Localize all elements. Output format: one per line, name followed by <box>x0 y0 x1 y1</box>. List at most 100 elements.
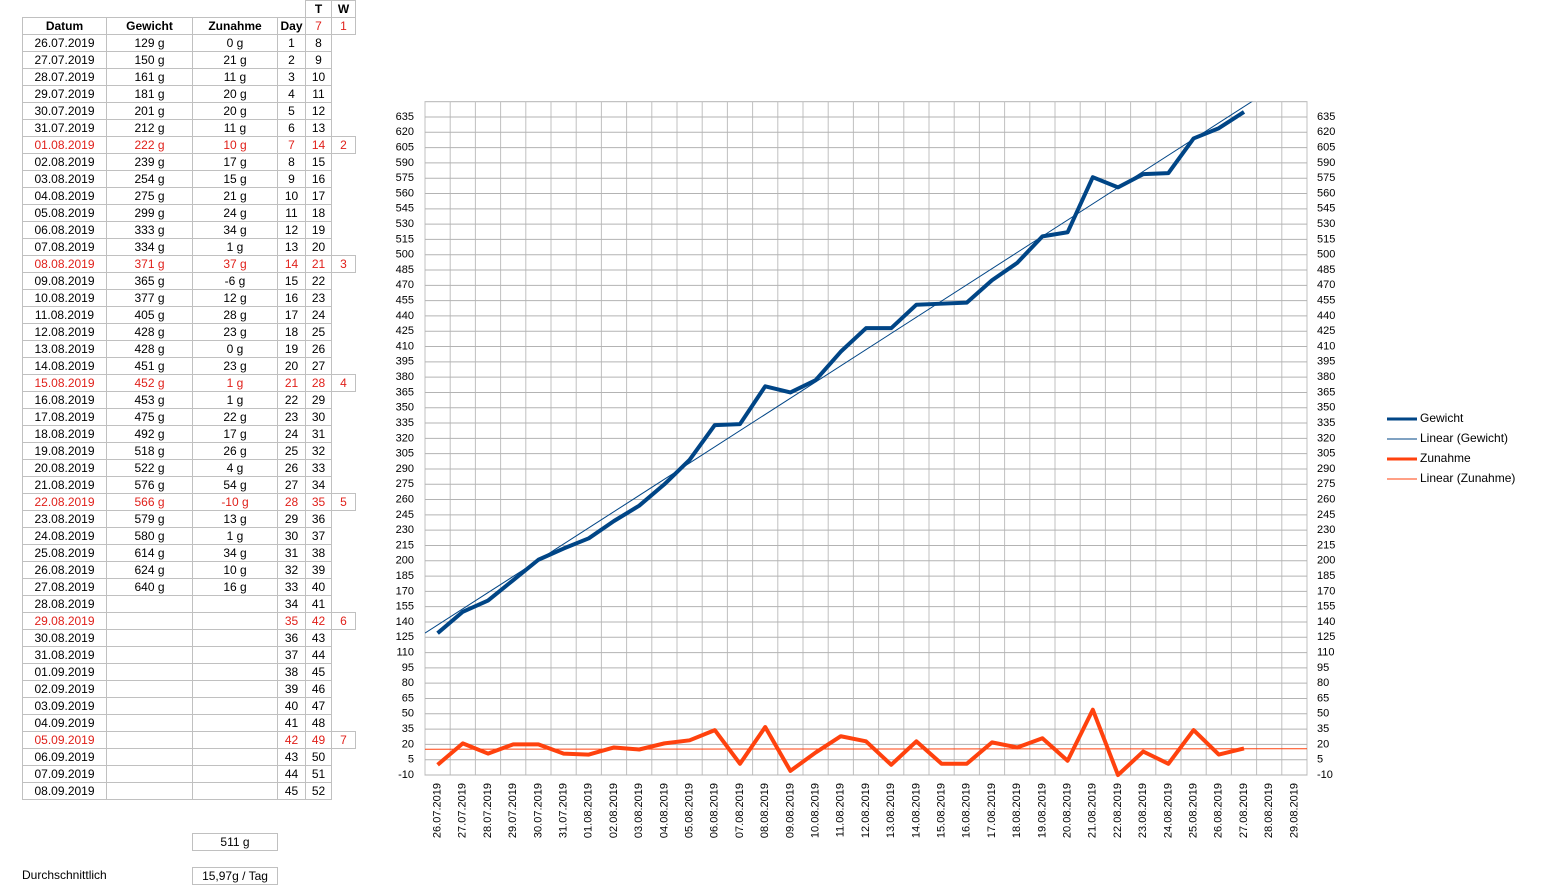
x-tick-label: 04.08.2019 <box>658 783 670 838</box>
y2-tick-label: 635 <box>1317 111 1335 123</box>
y-tick-label: 545 <box>396 203 414 215</box>
y2-tick-label: 230 <box>1317 524 1335 536</box>
y-tick-label: 275 <box>396 478 414 490</box>
y-tick-label: 635 <box>396 111 414 123</box>
x-tick-label: 09.08.2019 <box>784 783 796 838</box>
x-tick-label: 18.08.2019 <box>1011 783 1023 838</box>
y2-tick-label: 140 <box>1317 616 1335 628</box>
x-tick-label: 23.08.2019 <box>1137 783 1149 838</box>
y2-tick-label: 575 <box>1317 172 1335 184</box>
y-tick-label: 95 <box>402 662 414 674</box>
cell: 52 <box>305 782 332 800</box>
y2-tick-label: 605 <box>1317 142 1335 154</box>
y2-tick-label: 425 <box>1317 325 1335 337</box>
y2-tick-label: 170 <box>1317 585 1335 597</box>
y2-tick-label: 200 <box>1317 555 1335 567</box>
y2-tick-label: 560 <box>1317 187 1335 199</box>
y2-tick-label: 305 <box>1317 448 1335 460</box>
series-line <box>436 110 1246 635</box>
x-tick-label: 28.07.2019 <box>482 783 494 838</box>
x-tick-label: 19.08.2019 <box>1036 783 1048 838</box>
y2-tick-label: 530 <box>1317 218 1335 230</box>
y-tick-label: 260 <box>396 493 414 505</box>
x-tick-label: 31.07.2019 <box>558 783 570 838</box>
y-tick-label: 470 <box>396 279 414 291</box>
y-tick-label: 80 <box>402 677 414 689</box>
average-label: Durchschnittlich <box>22 868 107 882</box>
header-cell: 1 <box>331 17 356 35</box>
y-tick-label: 425 <box>396 325 414 337</box>
x-tick-label: 27.07.2019 <box>457 783 469 838</box>
y-tick-label: 335 <box>396 417 414 429</box>
x-tick-label: 24.08.2019 <box>1162 783 1174 838</box>
x-tick-label: 22.08.2019 <box>1112 783 1124 838</box>
x-tick-label: 25.08.2019 <box>1188 783 1200 838</box>
x-tick-label: 28.08.2019 <box>1263 783 1275 838</box>
y2-tick-label: 20 <box>1317 738 1329 750</box>
y2-tick-label: 335 <box>1317 417 1335 429</box>
y-tick-label: 500 <box>396 249 414 261</box>
cell: 2 <box>331 136 356 154</box>
y-tick-label: 170 <box>396 585 414 597</box>
y2-tick-label: 455 <box>1317 295 1335 307</box>
y-tick-label: 185 <box>396 570 414 582</box>
y-tick-label: 290 <box>396 463 414 475</box>
y2-tick-label: 545 <box>1317 203 1335 215</box>
cell: 3 <box>331 255 356 273</box>
cell: 7 <box>331 731 356 749</box>
y2-tick-label: 410 <box>1317 340 1335 352</box>
x-tick-label: 29.08.2019 <box>1288 783 1300 838</box>
y-tick-label: 50 <box>402 708 414 720</box>
y2-tick-label: 590 <box>1317 157 1335 169</box>
x-tick-label: 30.07.2019 <box>532 783 544 838</box>
y2-tick-label: 125 <box>1317 631 1335 643</box>
y-tick-label: 155 <box>396 601 414 613</box>
x-tick-label: 15.08.2019 <box>936 783 948 838</box>
y2-tick-label: 395 <box>1317 356 1335 368</box>
y-tick-label: 605 <box>396 142 414 154</box>
x-tick-label: 11.08.2019 <box>835 783 847 837</box>
x-tick-label: 20.08.2019 <box>1062 783 1074 838</box>
x-tick-label: 05.08.2019 <box>684 783 696 838</box>
y2-tick-label: 185 <box>1317 570 1335 582</box>
y-tick-label: 230 <box>396 524 414 536</box>
legend-label: Gewicht <box>1420 411 1464 425</box>
y2-tick-label: 275 <box>1317 478 1335 490</box>
y2-tick-label: 485 <box>1317 264 1335 276</box>
y2-tick-label: 50 <box>1317 708 1329 720</box>
y2-tick-label: 365 <box>1317 386 1335 398</box>
y-tick-label: 5 <box>408 754 414 766</box>
x-tick-label: 17.08.2019 <box>986 783 998 838</box>
y-tick-label: 20 <box>402 738 414 750</box>
y2-tick-label: 80 <box>1317 677 1329 689</box>
x-tick-label: 14.08.2019 <box>910 783 922 838</box>
y2-tick-label: 245 <box>1317 509 1335 521</box>
x-tick-label: 10.08.2019 <box>810 783 822 838</box>
y2-tick-label: 470 <box>1317 279 1335 291</box>
y2-tick-label: 155 <box>1317 601 1335 613</box>
y2-tick-label: 515 <box>1317 233 1335 245</box>
y-tick-label: 620 <box>396 126 414 138</box>
legend-label: Linear (Gewicht) <box>1420 431 1508 445</box>
y-tick-label: 560 <box>396 187 414 199</box>
y2-tick-label: 320 <box>1317 432 1335 444</box>
x-tick-label: 27.08.2019 <box>1238 783 1250 838</box>
y2-tick-label: 350 <box>1317 402 1335 414</box>
y-tick-label: 215 <box>396 539 414 551</box>
average-cell: 15,97g / Tag <box>192 867 278 885</box>
y-tick-label: 455 <box>396 295 414 307</box>
x-tick-label: 07.08.2019 <box>734 783 746 838</box>
x-tick-label: 01.08.2019 <box>583 783 595 838</box>
x-tick-label: 03.08.2019 <box>633 783 645 838</box>
y2-tick-label: 35 <box>1317 723 1329 735</box>
y-tick-label: 140 <box>396 616 414 628</box>
cell: 4 <box>331 374 356 392</box>
y-tick-label: 320 <box>396 432 414 444</box>
y2-tick-label: 260 <box>1317 493 1335 505</box>
x-tick-label: 26.08.2019 <box>1213 783 1225 838</box>
x-tick-label: 16.08.2019 <box>961 783 973 838</box>
y2-tick-label: 500 <box>1317 249 1335 261</box>
y-tick-label: 110 <box>396 646 414 658</box>
y2-tick-label: 65 <box>1317 692 1329 704</box>
